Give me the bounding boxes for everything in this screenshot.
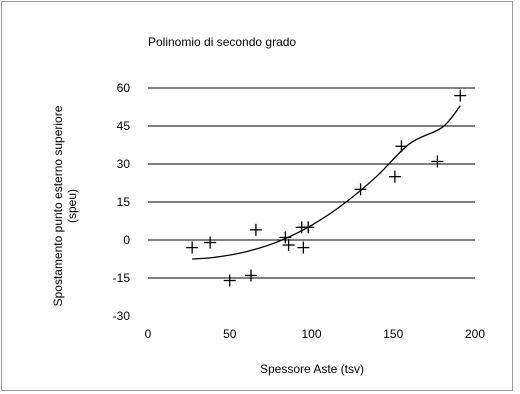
x-tick-label: 0	[145, 327, 152, 341]
trendline-curve	[192, 105, 461, 260]
grid-lines	[148, 87, 475, 279]
data-point-6	[279, 231, 292, 244]
y-tick-label: 30	[117, 157, 131, 171]
data-point-4	[245, 269, 258, 282]
y-tick-label: 60	[117, 81, 131, 95]
data-point-5	[249, 223, 262, 236]
data-point-13	[395, 140, 408, 153]
chart-frame	[1, 1, 513, 391]
data-point-2	[204, 236, 217, 249]
x-axis-label: Spessore Aste (tsv)	[260, 362, 364, 376]
data-point-7	[282, 239, 295, 252]
data-point-1	[186, 241, 199, 254]
x-tick-labels: 0 50 100 150 200	[145, 327, 486, 341]
x-tick-label: 50	[223, 327, 237, 341]
data-point-3	[223, 274, 236, 287]
data-point-14	[431, 155, 444, 168]
data-points	[186, 89, 467, 287]
x-tick-label: 200	[465, 327, 485, 341]
y-tick-label: 45	[117, 119, 131, 133]
y-tick-label: -30	[113, 309, 131, 323]
y-tick-label: 0	[123, 233, 130, 247]
y-tick-label: 15	[117, 195, 131, 209]
chart-title: Polinomio di secondo grado	[148, 35, 296, 49]
y-axis-label-line-1: Spostamento punto esterno superiore	[51, 105, 65, 306]
y-axis-label-line-2: (speu)	[65, 189, 79, 223]
x-tick-label: 150	[383, 327, 403, 341]
data-point-11	[354, 183, 367, 196]
y-tick-label: -15	[113, 271, 131, 285]
data-point-10	[302, 221, 315, 234]
data-point-15	[454, 89, 467, 102]
y-tick-labels: -30 -15 0 15 30 45 60	[113, 81, 131, 323]
data-point-12	[388, 170, 401, 183]
x-tick-label: 100	[301, 327, 321, 341]
data-point-9	[297, 241, 310, 254]
